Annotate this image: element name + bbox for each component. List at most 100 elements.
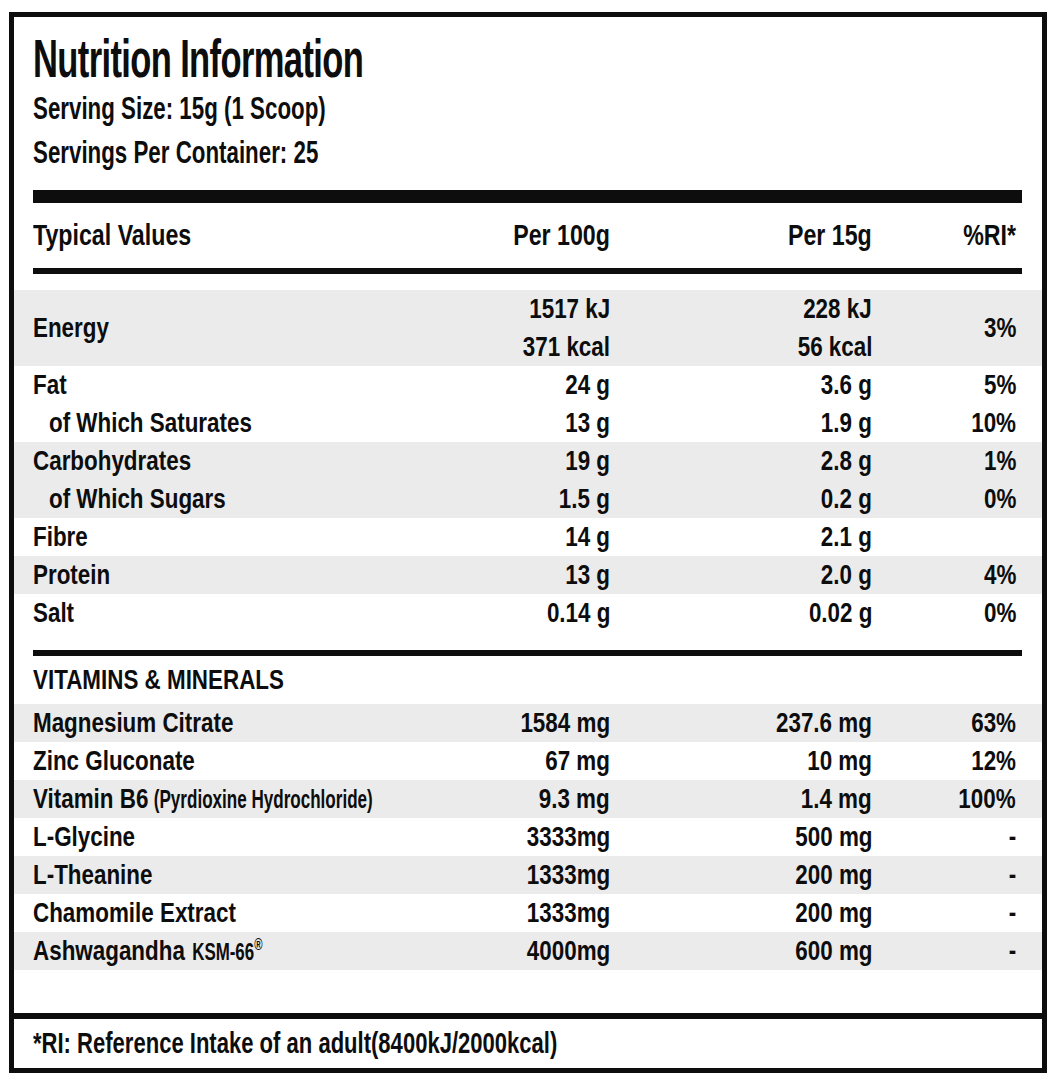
nutrient-name-text: Vitamin B6(Pyrdioxine Hydrochloride) <box>33 783 421 815</box>
footnote-text: *RI: Reference Intake of an adult(8400kJ… <box>33 1027 557 1060</box>
per-100g-text: 4000mg <box>527 935 610 967</box>
per-15g-text: 2.1 g <box>821 521 872 553</box>
nutrient-name: Fibre <box>14 521 390 553</box>
ri-value-text: 10% <box>971 407 1016 439</box>
table-row-energy: Energy 1517 kJ371 kcal 228 kJ56 kcal 3% <box>14 290 1042 366</box>
nutrient-name-text: Energy <box>33 312 109 344</box>
nutrient-name: Protein <box>14 559 390 591</box>
nutrient-name-text: of Which Sugars <box>49 483 226 515</box>
ri-value: - <box>872 821 1042 853</box>
per-100g-value: 1333mg <box>390 897 610 929</box>
per-100g-value: 1.5 g <box>390 483 610 515</box>
ri-value: 63% <box>872 707 1042 739</box>
per-100g-value: 14 g <box>390 521 610 553</box>
per-100g-text: 13 g <box>565 407 610 439</box>
per-100g-line2: 371 kcal <box>523 328 610 366</box>
ri-value: 100% <box>872 783 1042 815</box>
per-100g-line1: 1517 kJ <box>529 290 610 328</box>
nutrient-name-text: Protein <box>33 559 110 591</box>
vitamins-section-header: VITAMINS & MINERALS <box>14 656 1042 704</box>
ri-value: 4% <box>872 559 1042 591</box>
per-100g-text: 67 mg <box>545 745 610 777</box>
ri-value-text: 5% <box>984 369 1016 401</box>
nutrient-name: of Which Saturates <box>14 407 390 439</box>
table-row-magnesium-citrate: Magnesium Citrate 1584 mg 237.6 mg 63% <box>14 704 1042 742</box>
ri-value: 10% <box>872 407 1042 439</box>
ri-value-text: 1% <box>984 445 1016 477</box>
reference-intake-footnote: *RI: Reference Intake of an adult(8400kJ… <box>14 1013 1042 1068</box>
per-15g-value: 10 mg <box>610 745 872 777</box>
page-title: Nutrition Information <box>33 31 1022 85</box>
table-row-zinc-gluconate: Zinc Gluconate 67 mg 10 mg 12% <box>14 742 1042 780</box>
nutrient-name-main: Ashwagandha <box>33 935 185 966</box>
nutrient-name-text: L-Glycine <box>33 821 135 853</box>
servings-per-container-line: Servings Per Container: 25 <box>33 135 1022 171</box>
per-15g-text: 0.2 g <box>821 483 872 515</box>
per-15g-line2: 56 kcal <box>797 328 872 366</box>
per-15g-value: 2.1 g <box>610 521 872 553</box>
per-100g-text: 9.3 mg <box>539 783 610 815</box>
nutrient-name: Chamomile Extract <box>14 897 390 929</box>
ri-value-text: 0% <box>984 597 1016 629</box>
table-row-l-glycine: L-Glycine 3333mg 500 mg - <box>14 818 1042 856</box>
per-15g-value: 2.0 g <box>610 559 872 591</box>
per-100g-value: 13 g <box>390 559 610 591</box>
table-row-carbohydrates: Carbohydrates 19 g 2.8 g 1% <box>14 442 1042 480</box>
per-100g-text: 1584 mg <box>520 707 610 739</box>
nutrient-name: Vitamin B6(Pyrdioxine Hydrochloride) <box>14 783 390 815</box>
table-row-ashwagandha: AshwagandhaKSM-66® 4000mg 600 mg - <box>14 932 1042 970</box>
nutrient-name-text: Magnesium Citrate <box>33 707 233 739</box>
ri-value-text: 0% <box>984 483 1016 515</box>
per-100g-value: 1584 mg <box>390 707 610 739</box>
per-15g-value: 0.2 g <box>610 483 872 515</box>
nutrient-name: Magnesium Citrate <box>14 707 390 739</box>
column-per-100g: Per 100g <box>390 219 610 252</box>
per-15g-value: 2.8 g <box>610 445 872 477</box>
nutrient-name-text: Chamomile Extract <box>33 897 236 929</box>
per-100g-value: 3333mg <box>390 821 610 853</box>
separator-bar-thick <box>33 190 1022 203</box>
nutrient-name: Carbohydrates <box>14 445 390 477</box>
per-15g-value: 237.6 mg <box>610 707 872 739</box>
per-15g-text: 3.6 g <box>821 369 872 401</box>
nutrient-name-brand: KSM-66® <box>192 936 262 966</box>
ri-value: 5% <box>872 369 1042 401</box>
servings-per-container-text: Servings Per Container: 25 <box>33 135 318 171</box>
table-row-saturates: of Which Saturates 13 g 1.9 g 10% <box>14 404 1042 442</box>
serving-size-text: Serving Size: 15g (1 Scoop) <box>33 91 326 127</box>
per-15g-text: 200 mg <box>795 859 872 891</box>
ri-value-text: 12% <box>971 745 1016 777</box>
ri-value: 0% <box>872 597 1042 629</box>
nutrient-name: L-Theanine <box>14 859 390 891</box>
ri-value-text: - <box>1009 821 1016 853</box>
nutrient-name: AshwagandhaKSM-66® <box>14 935 390 967</box>
per-15g-value: 600 mg <box>610 935 872 967</box>
nutrient-name-text: Fat <box>33 369 67 401</box>
per-100g-text: 1333mg <box>527 859 610 891</box>
per-100g-value: 67 mg <box>390 745 610 777</box>
nutrient-name-text: Carbohydrates <box>33 445 191 477</box>
ri-value: - <box>872 935 1042 967</box>
ri-value: 3% <box>872 312 1042 344</box>
per-15g-line1: 228 kJ <box>803 290 872 328</box>
per-100g-text: 19 g <box>565 445 610 477</box>
column-per-15g: Per 15g <box>610 219 872 252</box>
column-typical-values-text: Typical Values <box>33 219 191 252</box>
nutrient-name-text: of Which Saturates <box>49 407 252 439</box>
spacer <box>14 274 1042 290</box>
ri-value-text: 63% <box>971 707 1016 739</box>
per-100g-value: 13 g <box>390 407 610 439</box>
per-15g-text: 200 mg <box>795 897 872 929</box>
per-15g-text: 237.6 mg <box>776 707 872 739</box>
table-row-chamomile-extract: Chamomile Extract 1333mg 200 mg - <box>14 894 1042 932</box>
nutrient-name: Zinc Gluconate <box>14 745 390 777</box>
nutrient-name-text: Fibre <box>33 521 88 553</box>
column-per-100g-text: Per 100g <box>513 219 610 252</box>
ri-value: - <box>872 859 1042 891</box>
nutrient-name: of Which Sugars <box>14 483 390 515</box>
table-row-sugars: of Which Sugars 1.5 g 0.2 g 0% <box>14 480 1042 518</box>
per-15g-value: 0.02 g <box>610 597 872 629</box>
nutrient-name: Fat <box>14 369 390 401</box>
ri-value-text: 100% <box>959 783 1016 815</box>
per-100g-text: 13 g <box>565 559 610 591</box>
